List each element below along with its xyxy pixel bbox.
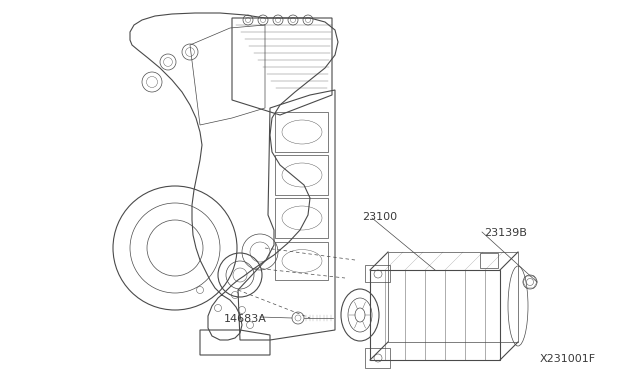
Text: X231001F: X231001F [540, 354, 596, 364]
Text: 14683A: 14683A [224, 314, 267, 324]
Text: 23139B: 23139B [484, 228, 527, 238]
Text: 23100: 23100 [362, 212, 397, 222]
